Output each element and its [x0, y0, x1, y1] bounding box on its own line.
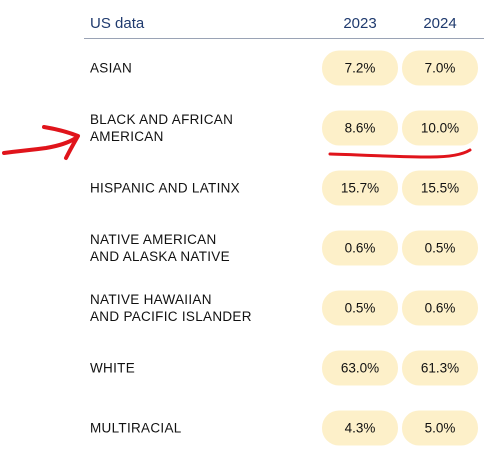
table-row-black-african-american: BLACK AND AFRICAN AMERICAN 8.6% 10.0%: [84, 103, 484, 153]
row-label: MULTIRACIAL: [90, 420, 310, 437]
value-pill-2024: 61.3%: [402, 350, 478, 386]
row-label: ASIAN: [90, 60, 310, 77]
row-label: NATIVE HAWAIIAN AND PACIFIC ISLANDER: [90, 291, 310, 325]
table-row-native-american-alaska-native: NATIVE AMERICAN AND ALASKA NATIVE 0.6% 0…: [84, 223, 484, 273]
table-row-native-hawaiian-pacific-islander: NATIVE HAWAIIAN AND PACIFIC ISLANDER 0.5…: [84, 283, 484, 333]
value-pill-2024: 0.6%: [402, 290, 478, 326]
row-label: WHITE: [90, 360, 310, 377]
row-label: NATIVE AMERICAN AND ALASKA NATIVE: [90, 231, 310, 265]
value-pill-2024: 7.0%: [402, 50, 478, 86]
value-pill-2024: 15.5%: [402, 170, 478, 206]
value-pill-2023: 4.3%: [322, 410, 398, 446]
row-label-line1: MULTIRACIAL: [90, 420, 182, 436]
column-header-2023: 2023: [343, 15, 377, 32]
row-label-line1: BLACK AND AFRICAN: [90, 112, 234, 127]
row-label-line1: NATIVE AMERICAN: [90, 232, 217, 247]
table-row-asian: ASIAN 7.2% 7.0%: [84, 43, 484, 93]
table-title: US data: [90, 15, 145, 32]
value-pill-2023: 8.6%: [322, 110, 398, 146]
row-label-line2: AND PACIFIC ISLANDER: [90, 309, 252, 324]
row-label: HISPANIC AND LATINX: [90, 180, 310, 197]
value-pill-2024: 5.0%: [402, 410, 478, 446]
value-pill-2024: 0.5%: [402, 230, 478, 266]
row-label-line2: AMERICAN: [90, 129, 164, 144]
value-pill-2023: 63.0%: [322, 350, 398, 386]
row-label: BLACK AND AFRICAN AMERICAN: [90, 111, 310, 145]
table-row-white: WHITE 63.0% 61.3%: [84, 343, 484, 393]
column-header-2024: 2024: [423, 15, 457, 32]
value-pill-2023: 0.5%: [322, 290, 398, 326]
hand-drawn-red-arrow-icon: [2, 125, 80, 160]
row-label-line1: WHITE: [90, 360, 135, 376]
value-pill-2023: 15.7%: [322, 170, 398, 206]
table-row-hispanic-latinx: HISPANIC AND LATINX 15.7% 15.5%: [84, 163, 484, 213]
table-header: US data 2023 2024: [84, 0, 484, 39]
value-pill-2023: 7.2%: [322, 50, 398, 86]
table-row-multiracial: MULTIRACIAL 4.3% 5.0%: [84, 403, 484, 453]
value-pill-2024: 10.0%: [402, 110, 478, 146]
value-pill-2023: 0.6%: [322, 230, 398, 266]
row-label-line1: HISPANIC AND LATINX: [90, 180, 240, 196]
row-label-line2: AND ALASKA NATIVE: [90, 249, 230, 264]
row-label-line1: ASIAN: [90, 60, 133, 76]
row-label-line1: NATIVE HAWAIIAN: [90, 292, 212, 307]
